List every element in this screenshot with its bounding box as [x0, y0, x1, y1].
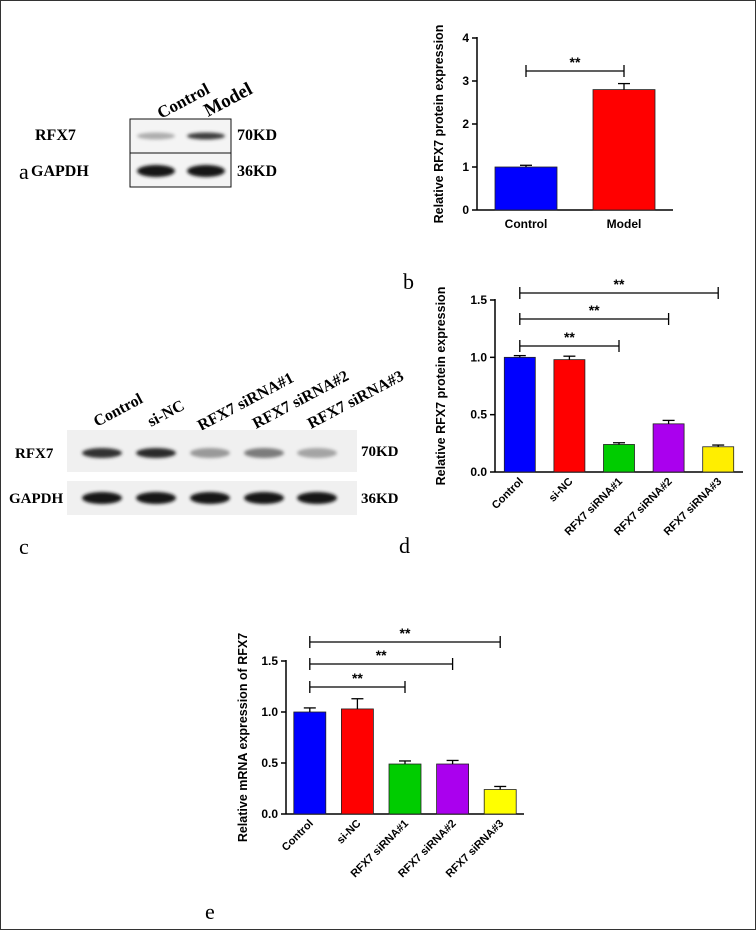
blot-a-size-label: 36KD [237, 163, 277, 180]
chart-d-bar [702, 446, 735, 473]
blot-c-band-rfx7 [297, 448, 337, 458]
blot-c-lane-label: si-NC [145, 397, 188, 430]
chart-b: 0 1 2 3 4 Relative RFX7 protein expression Con… [432, 25, 673, 231]
blot-c-band-gapdh [244, 492, 284, 504]
chart-e-sig-label: ** [352, 670, 363, 686]
chart-e-bar [293, 711, 327, 815]
blot-a-band-gapdh [137, 165, 175, 177]
chart-d-sig-label: ** [614, 276, 625, 292]
blot-a-row-label: RFX7 [35, 127, 76, 144]
chart-b-x-tick-label: Control [505, 217, 548, 231]
blot-c-band-rfx7 [136, 448, 176, 458]
blot-c-row-label: RFX7 [15, 446, 54, 462]
blot-c-size-label: 70KD [361, 444, 399, 460]
chart-d-x-tick-label: Control [490, 476, 526, 512]
chart-e-bar [483, 789, 517, 815]
chart-b-x-tick-label: Model [607, 217, 642, 231]
blot-a-band-rfx7 [137, 132, 175, 140]
chart-b-y-tick-label: 0 [462, 203, 469, 217]
chart-b-y-label: Relative RFX7 protein expression [432, 25, 446, 224]
blot-a: Control Model RFX7 GAPDH 70KD 36KD [31, 79, 277, 188]
chart-b-y-tick-label: 1 [462, 160, 469, 174]
chart-d-x-tick-label: si-NC [547, 476, 576, 505]
chart-b-sig-label: ** [570, 54, 581, 70]
chart-d-sig-label: ** [564, 329, 575, 345]
chart-d-y-tick-label: 1.0 [470, 350, 487, 364]
chart-d-y-tick-label: 1.5 [470, 293, 487, 307]
chart-b-y-tick-label: 2 [462, 117, 469, 131]
blot-c-band-gapdh [82, 492, 122, 504]
chart-e-y-tick-label: 0.0 [261, 807, 278, 821]
blot-c: Control si-NC RFX7 siRNA#1 RFX7 siRNA#2 … [9, 368, 407, 515]
panel-letter-d: d [399, 533, 410, 558]
chart-e-bar [340, 708, 374, 815]
chart-d-bar [603, 444, 635, 473]
blot-c-band-gapdh [136, 492, 176, 504]
chart-e-y-tick-label: 1.5 [261, 654, 278, 668]
blot-c-lane-label: RFX7 siRNA#3 [305, 368, 407, 433]
chart-d-y-tick-label: 0.5 [470, 408, 487, 422]
chart-b-bar [494, 166, 558, 211]
chart-d-sig-label: ** [589, 302, 600, 318]
chart-b-y-tick-label: 4 [462, 31, 469, 45]
chart-e-bar [388, 763, 422, 815]
chart-b-bar [592, 89, 656, 211]
panel-letter-b: b [403, 269, 414, 294]
panel-letter-e: e [205, 899, 215, 924]
chart-e-x-tick-label: si-NC [335, 818, 364, 847]
chart-e-bar [436, 763, 470, 815]
chart-b-y-tick-label: 3 [462, 74, 469, 88]
blot-c-band-gapdh [190, 492, 230, 504]
chart-e-y-tick-label: 0.5 [261, 756, 278, 770]
panel-letter-a: a [19, 159, 29, 184]
chart-d: 0.0 0.5 1.0 1.5 Relative RFX7 protein expres… [434, 276, 743, 538]
blot-a-row-label: GAPDH [31, 163, 89, 180]
blot-c-row-label: GAPDH [9, 491, 63, 507]
chart-e-y-label: Relative mRNA expression of RFX7 [236, 633, 250, 842]
blot-c-band-rfx7 [82, 448, 122, 458]
chart-d-bar [652, 423, 685, 473]
blot-a-size-label: 70KD [237, 127, 277, 144]
chart-d-bar [553, 359, 586, 473]
chart-d-bar [503, 356, 536, 473]
blot-a-band-rfx7 [187, 132, 225, 140]
blot-a-lane-label: Model [200, 79, 256, 122]
chart-d-y-tick-label: 0.0 [470, 465, 487, 479]
chart-e-sig-label: ** [400, 625, 411, 641]
blot-a-band-gapdh [187, 165, 225, 177]
blot-c-lane-label: Control [91, 390, 146, 430]
blot-c-band-gapdh [297, 492, 337, 504]
blot-c-band-rfx7 [244, 448, 284, 458]
chart-e-x-tick-label: Control [280, 818, 316, 854]
blot-c-band-rfx7 [190, 448, 230, 458]
panel-letter-c: c [19, 534, 29, 559]
chart-e-y-tick-label: 1.0 [261, 705, 278, 719]
chart-e: 0.0 0.5 1.0 1.5 Relative mRNA expression of … [236, 625, 524, 880]
chart-e-sig-label: ** [376, 647, 387, 663]
blot-c-size-label: 36KD [361, 491, 399, 507]
chart-d-y-label: Relative RFX7 protein expression [434, 287, 448, 486]
